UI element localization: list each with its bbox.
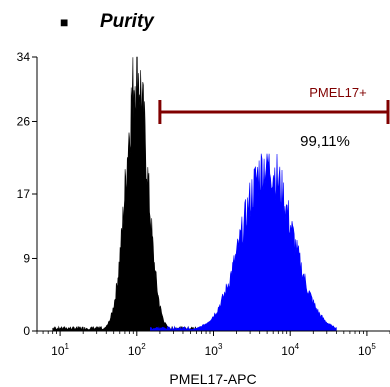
x-tick-label: 103 — [205, 342, 223, 358]
y-tick-label: 34 — [17, 50, 31, 64]
plot-area: 0 9 17 26 34 101 102 103 104 105 PMEL17+ 99,11% — [17, 50, 390, 358]
x-tick-label: 102 — [128, 342, 146, 358]
title-group: ■ Purity — [60, 11, 155, 32]
gate-percent: 99,11% — [300, 133, 350, 150]
y-tick-label: 17 — [17, 187, 31, 201]
title-bullet: ■ — [60, 14, 68, 30]
chart-title: Purity — [100, 11, 155, 32]
gate-label: PMEL17+ — [309, 85, 366, 100]
x-tick-label: 105 — [358, 342, 376, 358]
y-tick-label: 9 — [23, 251, 30, 265]
y-tick-label: 0 — [23, 324, 30, 338]
x-axis-label: PMEL17-APC — [169, 371, 256, 387]
y-tick-label: 26 — [17, 114, 31, 128]
x-tick-label: 101 — [51, 342, 69, 358]
x-tick-label: 104 — [281, 342, 299, 358]
histogram-series-2 — [150, 153, 337, 332]
histogram-series-1 — [52, 56, 197, 332]
